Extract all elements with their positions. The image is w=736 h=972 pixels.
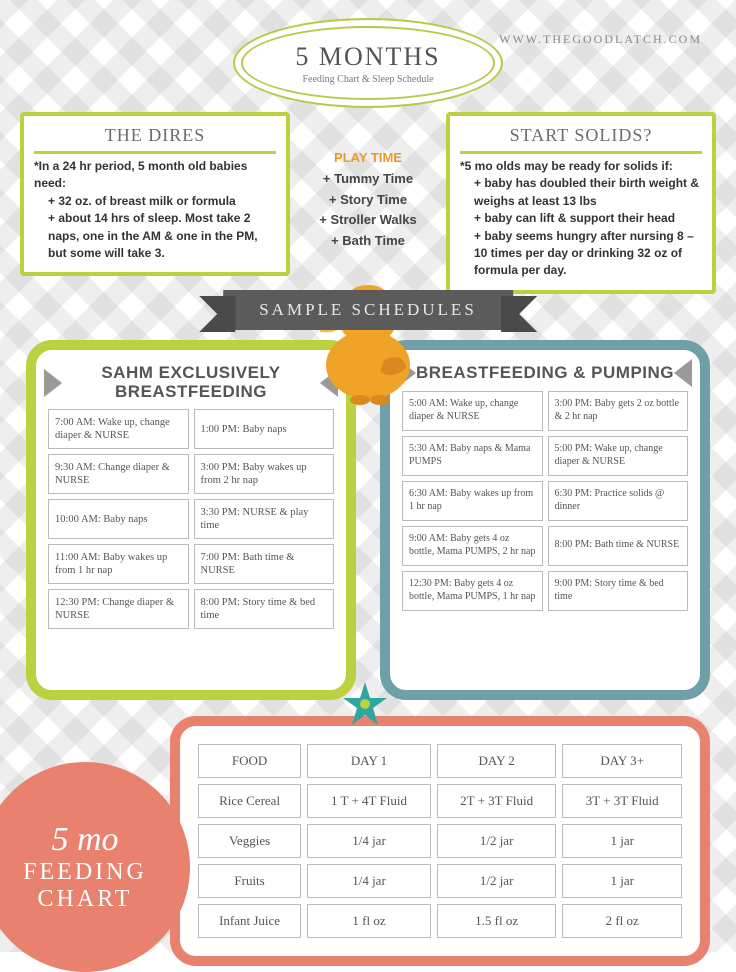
table-cell: 1 fl oz [307, 904, 431, 938]
feeding-chart-badge: 5 mo FEEDING CHART [0, 762, 190, 972]
table-cell: Rice Cereal [198, 784, 301, 818]
table-header: DAY 2 [437, 744, 557, 778]
dires-box: THE DIRES *In a 24 hr period, 5 month ol… [20, 112, 290, 276]
table-cell: 1 jar [562, 864, 682, 898]
header-oval: 5 MONTHS Feeding Chart & Sleep Schedule [233, 18, 503, 108]
schedule-slot: 12:30 PM: Baby gets 4 oz bottle, Mama PU… [402, 571, 543, 611]
badge-line1: 5 mo [51, 821, 118, 859]
table-cell: 3T + 3T Fluid [562, 784, 682, 818]
dires-item: + 32 oz. of breast milk or formula [34, 193, 276, 210]
page-subtitle: Feeding Chart & Sleep Schedule [302, 74, 433, 85]
table-cell: Infant Juice [198, 904, 301, 938]
table-cell: Veggies [198, 824, 301, 858]
solids-box: START SOLIDS? *5 mo olds may be ready fo… [446, 112, 716, 294]
schedule-slot: 6:30 AM: Baby wakes up from 1 hr nap [402, 481, 543, 521]
schedule-slot: 3:00 PM: Baby wakes up from 2 hr nap [194, 454, 335, 494]
schedule-slot: 7:00 AM: Wake up, change diaper & NURSE [48, 409, 189, 449]
schedule-left-title: SAHM EXCLUSIVELY BREASTFEEDING [48, 364, 334, 401]
schedule-slot: 3:00 PM: Baby gets 2 oz bottle & 2 hr na… [548, 391, 689, 431]
table-cell: 2T + 3T Fluid [437, 784, 557, 818]
star-icon [340, 680, 390, 730]
table-header: FOOD [198, 744, 301, 778]
table-cell: 1/2 jar [437, 864, 557, 898]
badge-line2a: FEEDING [23, 859, 147, 886]
table-cell: Fruits [198, 864, 301, 898]
schedule-slot: 9:30 AM: Change diaper & NURSE [48, 454, 189, 494]
solids-heading: START SOLIDS? [460, 122, 702, 154]
playtime-item: + Bath Time [319, 231, 416, 252]
schedule-right-title: BREASTFEEDING & PUMPING [402, 364, 688, 383]
solids-item: + baby can lift & support their head [460, 210, 702, 227]
schedule-slot: 3:30 PM: NURSE & play time [194, 499, 335, 539]
badge-line2b: CHART [38, 886, 133, 913]
playtime-item: + Story Time [319, 190, 416, 211]
schedule-slot: 5:30 AM: Baby naps & Mama PUMPS [402, 436, 543, 476]
playtime-item: + Tummy Time [319, 169, 416, 190]
table-header: DAY 3+ [562, 744, 682, 778]
schedule-slot: 5:00 PM: Wake up, change diaper & NURSE [548, 436, 689, 476]
table-cell: 1 jar [562, 824, 682, 858]
table-cell: 1/2 jar [437, 824, 557, 858]
table-row: FOOD DAY 1 DAY 2 DAY 3+ [198, 744, 682, 778]
table-row: Fruits 1/4 jar 1/2 jar 1 jar [198, 864, 682, 898]
schedule-left-panel: SAHM EXCLUSIVELY BREASTFEEDING 7:00 AM: … [26, 340, 356, 700]
dires-heading: THE DIRES [34, 122, 276, 154]
solids-intro: *5 mo olds may be ready for solids if: [460, 158, 702, 175]
table-row: Rice Cereal 1 T + 4T Fluid 2T + 3T Fluid… [198, 784, 682, 818]
table-cell: 2 fl oz [562, 904, 682, 938]
schedule-slot: 10:00 AM: Baby naps [48, 499, 189, 539]
schedule-slot: 7:00 PM: Bath time & NURSE [194, 544, 335, 584]
schedule-slot: 6:30 PM: Practice solids @ dinner [548, 481, 689, 521]
sample-schedules-banner: SAMPLE SCHEDULES [223, 290, 513, 330]
playtime-title: PLAY TIME [319, 148, 416, 169]
solids-item: + baby seems hungry after nursing 8 – 10… [460, 228, 702, 280]
schedule-slot: 12:30 PM: Change diaper & NURSE [48, 589, 189, 629]
schedule-slot: 9:00 AM: Baby gets 4 oz bottle, Mama PUM… [402, 526, 543, 566]
schedule-right-panel: BREASTFEEDING & PUMPING 5:00 AM: Wake up… [380, 340, 710, 700]
table-row: Veggies 1/4 jar 1/2 jar 1 jar [198, 824, 682, 858]
schedule-slot: 11:00 AM: Baby wakes up from 1 hr nap [48, 544, 189, 584]
table-cell: 1/4 jar [307, 824, 431, 858]
dires-intro: *In a 24 hr period, 5 month old babies n… [34, 158, 276, 193]
table-cell: 1/4 jar [307, 864, 431, 898]
table-cell: 1 T + 4T Fluid [307, 784, 431, 818]
schedule-slot: 8:00 PM: Story time & bed time [194, 589, 335, 629]
playtime-block: PLAY TIME + Tummy Time + Story Time + St… [319, 148, 416, 252]
dires-item: + about 14 hrs of sleep. Most take 2 nap… [34, 210, 276, 262]
table-cell: 1.5 fl oz [437, 904, 557, 938]
site-url: WWW.THEGOODLATCH.COM [499, 32, 702, 47]
playtime-item: + Stroller Walks [319, 210, 416, 231]
schedule-slot: 1:00 PM: Baby naps [194, 409, 335, 449]
feeding-chart-panel: FOOD DAY 1 DAY 2 DAY 3+ Rice Cereal 1 T … [170, 716, 710, 966]
feeding-table: FOOD DAY 1 DAY 2 DAY 3+ Rice Cereal 1 T … [192, 738, 688, 944]
table-row: Infant Juice 1 fl oz 1.5 fl oz 2 fl oz [198, 904, 682, 938]
solids-item: + baby has doubled their birth weight & … [460, 175, 702, 210]
table-header: DAY 1 [307, 744, 431, 778]
page-title: 5 MONTHS [295, 42, 440, 72]
schedule-slot: 9:00 PM: Story time & bed time [548, 571, 689, 611]
schedule-slot: 8:00 PM: Bath time & NURSE [548, 526, 689, 566]
